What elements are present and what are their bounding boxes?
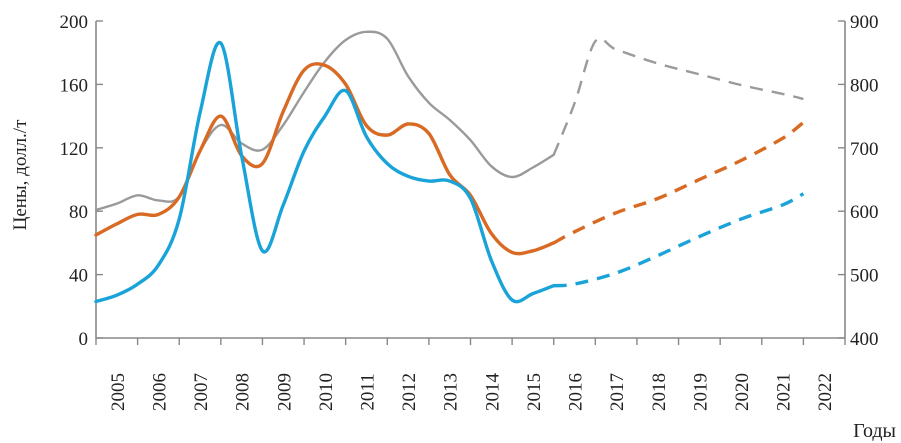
left-tick-label: 120 (60, 139, 89, 160)
series-2-forecast-line (554, 122, 804, 242)
y-axis-title: Цены, долл./т (10, 119, 31, 230)
x-tick-label: 2019 (690, 373, 711, 411)
x-tick-label: 2011 (357, 373, 378, 410)
x-tick-label: 2005 (108, 373, 129, 411)
series-3-forecast-line (554, 194, 804, 286)
x-tick-label: 2012 (399, 373, 420, 411)
x-tick-label: 2021 (774, 373, 795, 411)
right-tick-label: 600 (850, 202, 879, 223)
left-tick-label: 200 (60, 12, 89, 33)
left-tick-label: 40 (69, 266, 88, 287)
x-tick-label: 2020 (732, 373, 753, 411)
series-1-line (96, 32, 554, 210)
x-tick-label: 2018 (649, 373, 670, 411)
left-tick-label: 160 (60, 75, 89, 96)
x-tick-label: 2008 (233, 373, 254, 411)
x-tick-label: 2022 (815, 373, 836, 411)
series-3-line (96, 42, 554, 301)
x-tick-label: 2007 (191, 373, 212, 411)
left-tick-label: 80 (69, 202, 88, 223)
x-tick-label: 2013 (441, 373, 462, 411)
x-axis-title: Годы (853, 420, 896, 442)
x-tick-label: 2016 (566, 373, 587, 411)
x-tick-label: 2010 (316, 373, 337, 411)
right-tick-label: 700 (850, 139, 879, 160)
x-tick-label: 2017 (607, 373, 628, 411)
series-1-forecast-line (554, 38, 804, 155)
x-tick-label: 2014 (482, 373, 503, 412)
x-tick-label: 2006 (149, 373, 170, 411)
right-tick-label: 800 (850, 75, 879, 96)
right-tick-label: 500 (850, 266, 879, 287)
right-tick-label: 900 (850, 12, 879, 33)
left-tick-label: 0 (79, 329, 89, 350)
series-layer (96, 32, 803, 302)
x-tick-label: 2015 (524, 373, 545, 411)
x-tick-label: 2009 (274, 373, 295, 411)
right-tick-label: 400 (850, 329, 879, 350)
